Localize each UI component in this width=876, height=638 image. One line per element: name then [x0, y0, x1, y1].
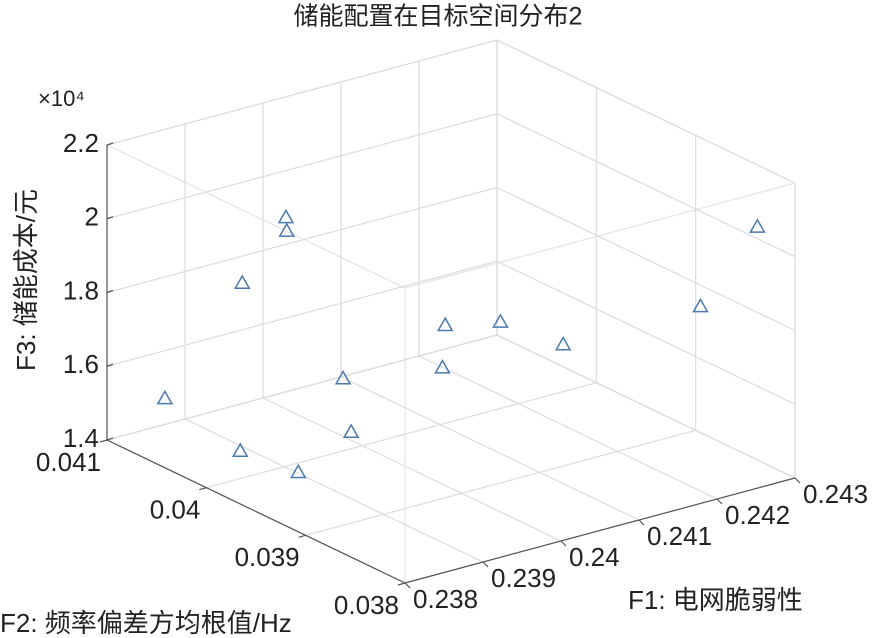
x-tick-label: 0.239: [491, 563, 556, 593]
x-axis-label: F1: 电网脆弱性: [628, 585, 803, 615]
grid-line: [106, 113, 498, 220]
marker: [277, 208, 295, 224]
y-tick: [99, 439, 108, 443]
grid: [106, 39, 796, 584]
x-tick: [560, 540, 567, 547]
marker: [231, 442, 249, 458]
grid-line: [496, 334, 796, 479]
z-tick-label: 1.4: [63, 423, 99, 453]
z-axis-label: F3: 储能成本/元: [11, 189, 41, 371]
marker: [334, 370, 352, 385]
x-tick: [404, 582, 411, 589]
z-tick: [106, 363, 114, 367]
grid-line: [496, 260, 796, 405]
z-tick: [106, 142, 114, 146]
marker: [554, 336, 572, 351]
x-tick: [482, 561, 489, 568]
y-axis: [106, 439, 406, 584]
y-tick-label: 0.038: [334, 590, 399, 620]
y-tick: [199, 487, 207, 491]
marker: [749, 218, 766, 233]
marker: [492, 313, 509, 328]
grid-line: [262, 397, 562, 542]
grid-line: [496, 39, 796, 184]
marker: [156, 389, 174, 405]
box-edge: [106, 144, 406, 289]
marks: [156, 208, 766, 479]
marker: [436, 316, 454, 332]
grid-line: [305, 429, 696, 536]
x-tick-label: 0.243: [803, 479, 868, 509]
grid-line: [418, 355, 718, 500]
x-axis: [404, 477, 796, 584]
x-tick-label: 0.238: [413, 584, 478, 614]
marker: [692, 297, 709, 313]
grid-line: [106, 260, 498, 367]
grid-line: [496, 186, 796, 332]
marker: [289, 463, 307, 479]
grid-line: [106, 39, 498, 146]
grid-line: [340, 376, 640, 521]
x-tick-label: 0.241: [647, 521, 712, 551]
grid-line: [496, 113, 796, 258]
y-tick: [397, 582, 406, 586]
marker: [233, 274, 251, 290]
chart-title: 储能配置在目标空间分布2: [294, 3, 583, 31]
x-tick-label: 0.242: [725, 500, 790, 530]
z-tick: [106, 216, 114, 220]
y-tick: [298, 534, 306, 538]
axes: 0.238 0.239 0.24 0.241 0.242 0.243 0.038 0.039 0…: [36, 128, 868, 620]
x-tick: [638, 519, 645, 526]
y-tick-label: 0.041: [36, 447, 101, 477]
z-tick: [106, 289, 114, 294]
z-tick-label: 2.2: [63, 128, 99, 158]
marker: [278, 222, 296, 237]
box-edge: [404, 182, 796, 289]
z-tick-label: 1.8: [63, 275, 99, 305]
z-tick-label: 1.6: [63, 349, 99, 379]
z-tick-label: 2: [85, 202, 99, 232]
y-axis-label: F2: 频率偏差方均根值/Hz: [0, 608, 292, 638]
grid-line: [206, 382, 597, 489]
y-tick-label: 0.039: [235, 542, 300, 572]
x-tick: [716, 498, 723, 505]
grid-line: [106, 334, 498, 441]
marker: [434, 359, 451, 374]
x-tick-label: 0.24: [569, 542, 620, 572]
x-tick: [794, 477, 801, 484]
grid-line: [184, 418, 484, 563]
marker: [342, 423, 360, 439]
grid-line: [106, 186, 498, 294]
z-tick: [106, 437, 114, 441]
z-exponent: ×10⁴: [38, 86, 85, 111]
y-tick-label: 0.04: [150, 495, 201, 525]
